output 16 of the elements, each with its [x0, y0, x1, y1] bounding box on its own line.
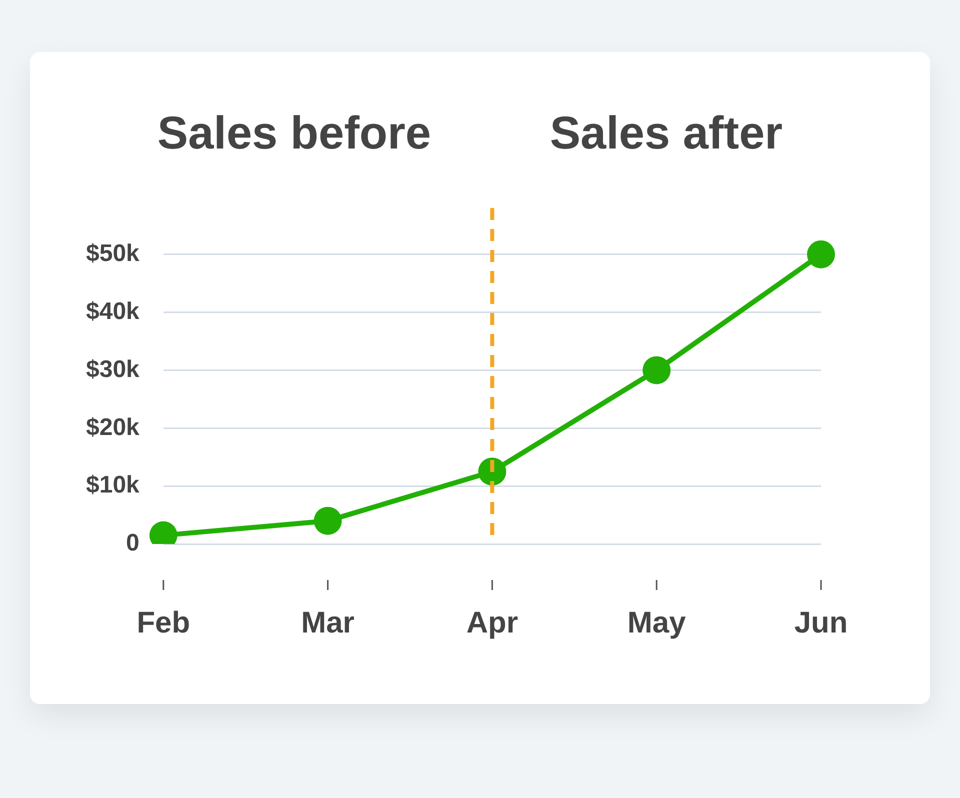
text: Sales after [550, 106, 783, 159]
x-tick-label: Jun [794, 606, 848, 640]
y-tick-label: $30k [86, 356, 140, 383]
point [642, 356, 671, 384]
x-tick-label: Feb [136, 606, 190, 640]
y-tick-label: $40k [86, 298, 140, 325]
point [314, 506, 342, 535]
y-tick-label: $20k [86, 414, 140, 441]
y-tick-label: 0 [126, 530, 140, 557]
y-tick-label: $10k [86, 472, 140, 499]
x-tick-label: Apr [466, 606, 518, 640]
y-tick-label: $50k [86, 240, 140, 267]
point [807, 240, 835, 268]
x-tick-label: Mar [301, 606, 355, 640]
x-tick-label: May [627, 606, 686, 640]
text: Sales before [157, 106, 431, 159]
